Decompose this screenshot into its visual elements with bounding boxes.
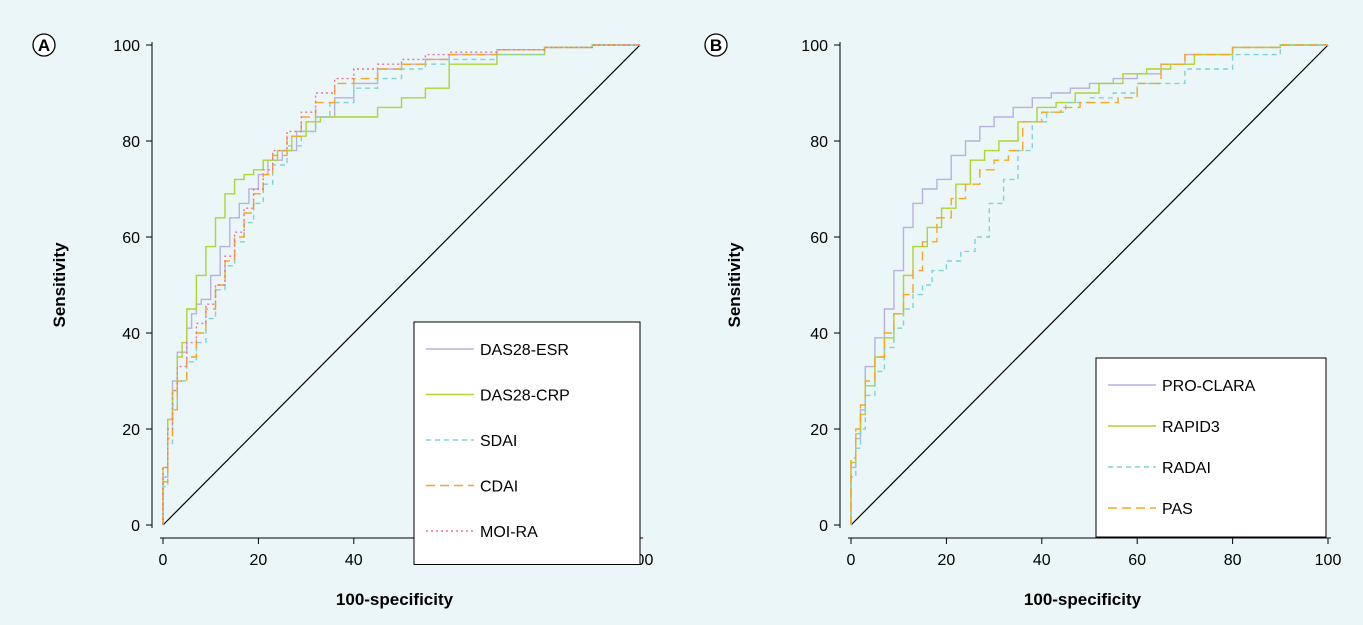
legend-label: SDAI <box>480 433 517 450</box>
legend-label: RAPID3 <box>1162 419 1220 436</box>
y-tick-label: 40 <box>810 326 828 343</box>
y-tick-label: 80 <box>122 134 140 151</box>
y-tick-label: 40 <box>122 326 140 343</box>
legend-label: DAS28-CRP <box>480 388 570 405</box>
x-tick-label: 40 <box>345 552 363 569</box>
y-tick-label: 60 <box>810 230 828 247</box>
legend: DAS28-ESR DAS28-CRP SDAI CDAI MOI-RA <box>413 321 641 565</box>
legend-box <box>1095 357 1327 538</box>
x-tick-label: 100 <box>1315 552 1342 569</box>
legend-label: CDAI <box>480 479 518 496</box>
legend-label: MOI-RA <box>480 524 538 541</box>
legend-label: PAS <box>1162 501 1193 518</box>
panel-A: A020406080100020406080100100-specificity… <box>32 33 653 609</box>
legend-label: RADAI <box>1162 460 1211 477</box>
legend: PRO-CLARA RAPID3 RADAI PAS <box>1095 357 1327 538</box>
y-tick-label: 100 <box>801 38 828 55</box>
legend-box <box>413 321 641 565</box>
y-tick-label: 20 <box>122 422 140 439</box>
y-tick-label: 100 <box>113 38 140 55</box>
legend-label: PRO-CLARA <box>1162 378 1256 395</box>
series-line-cdai <box>162 44 640 525</box>
x-tick-label: 40 <box>1033 552 1051 569</box>
panel-badge <box>32 33 56 57</box>
y-tick-label: 0 <box>819 518 828 535</box>
y-axis-title: Sensitivity <box>725 242 744 328</box>
series-line-pas <box>850 44 1328 525</box>
y-tick-label: 20 <box>810 422 828 439</box>
x-tick-label: 20 <box>938 552 956 569</box>
x-tick-label: 60 <box>1128 552 1146 569</box>
reference-diagonal <box>850 44 1329 526</box>
panel-badge <box>704 33 728 57</box>
x-tick-label: 0 <box>847 552 856 569</box>
y-tick-label: 80 <box>810 134 828 151</box>
series-line-radai <box>850 44 1328 525</box>
y-axis-title: Sensitivity <box>50 242 69 328</box>
panel-label: A <box>38 36 50 55</box>
panel-B: B 0 20 40 60 80 100 0 20 40 60 80 100 100-specificity… <box>704 33 1342 609</box>
x-axis-title: 100-specificity <box>336 590 454 609</box>
x-tick-label: 80 <box>1224 552 1242 569</box>
reference-diagonal <box>162 44 641 526</box>
x-tick-label: 0 <box>159 552 168 569</box>
x-tick-label: 20 <box>250 552 268 569</box>
legend-label: DAS28-ESR <box>480 342 569 359</box>
y-tick-label: 60 <box>122 230 140 247</box>
x-axis-title: 100-specificity <box>1024 590 1142 609</box>
panel-label: B <box>710 36 722 55</box>
series-line-sdai <box>162 44 640 525</box>
y-tick-label: 0 <box>131 518 140 535</box>
series-line-moi-ra <box>162 44 640 525</box>
